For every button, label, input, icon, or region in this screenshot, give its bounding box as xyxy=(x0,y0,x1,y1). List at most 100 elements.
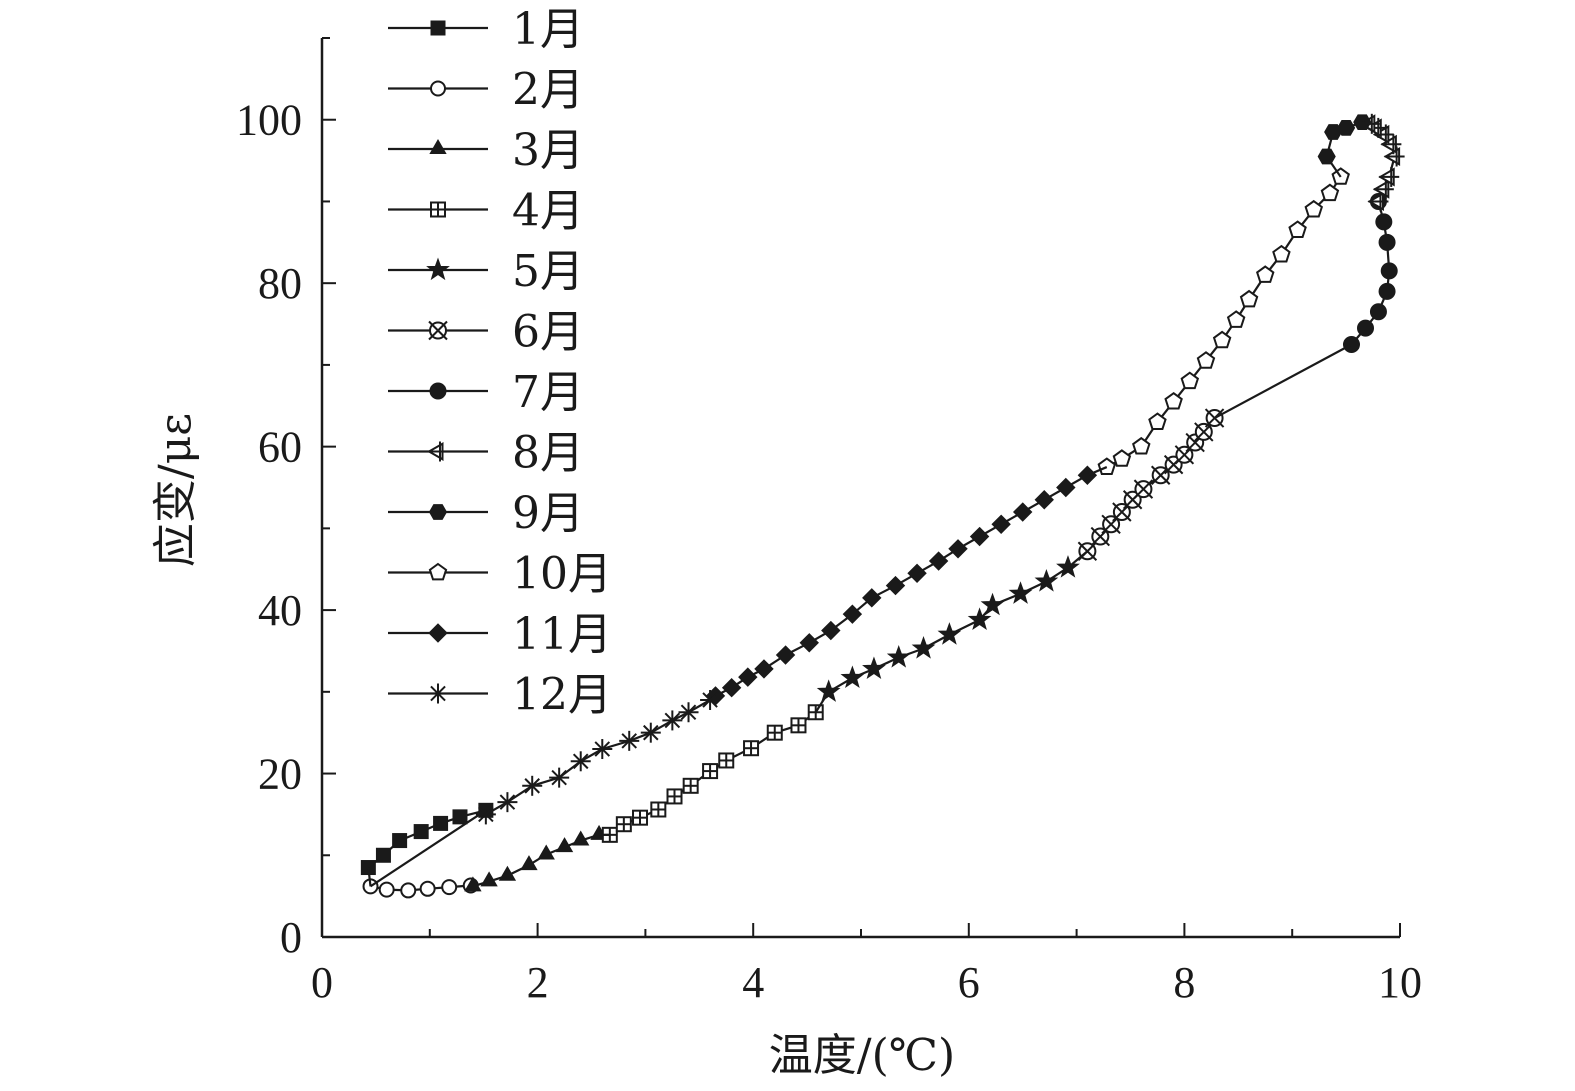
data-point xyxy=(522,775,543,796)
data-point xyxy=(682,777,699,794)
legend-item: 9月 xyxy=(388,488,584,539)
data-point xyxy=(497,792,518,813)
series-4 xyxy=(601,704,824,843)
data-point xyxy=(392,833,408,849)
data-point xyxy=(1372,179,1394,200)
x-tick-label: 8 xyxy=(1173,958,1195,1007)
data-point xyxy=(1194,422,1214,442)
series-connector xyxy=(1067,550,1089,569)
data-point xyxy=(441,879,458,896)
data-point xyxy=(1380,134,1402,155)
data-point xyxy=(702,763,719,780)
data-point xyxy=(721,678,742,698)
legend-item: 11月 xyxy=(388,609,612,660)
legend-marker xyxy=(428,320,448,341)
data-point xyxy=(1097,457,1117,475)
data-point xyxy=(666,788,683,805)
data-point xyxy=(1196,351,1216,369)
data-point xyxy=(1012,502,1033,522)
x-tick-label: 0 xyxy=(311,958,333,1007)
data-point xyxy=(754,659,774,679)
legend-label: 5月 xyxy=(512,246,584,297)
legend-marker xyxy=(428,504,448,520)
y-tick-label: 60 xyxy=(258,423,302,472)
legend-item: 10月 xyxy=(388,549,612,600)
data-point xyxy=(840,665,865,689)
data-point xyxy=(775,645,796,665)
series-connector xyxy=(1214,343,1353,420)
data-point xyxy=(378,881,395,898)
legend-item: 5月 xyxy=(388,246,584,297)
legend-marker xyxy=(430,80,446,97)
data-point xyxy=(1272,244,1291,263)
y-tick-label: 0 xyxy=(280,913,302,962)
series-connector xyxy=(1086,466,1108,477)
data-point xyxy=(475,804,496,825)
legend-label: 7月 xyxy=(512,367,584,418)
data-point xyxy=(555,837,574,853)
legend-item: 6月 xyxy=(388,307,584,358)
y-tick-label: 40 xyxy=(258,586,302,635)
data-point xyxy=(743,740,760,757)
data-point xyxy=(1304,199,1324,218)
data-point xyxy=(619,730,640,751)
legend-marker xyxy=(430,201,446,218)
data-point xyxy=(1367,191,1389,212)
data-point xyxy=(799,633,819,653)
data-point xyxy=(969,526,990,547)
data-point xyxy=(537,844,555,860)
series-connector xyxy=(1362,121,1371,125)
data-point xyxy=(1320,183,1340,202)
data-point xyxy=(1180,371,1200,390)
data-point xyxy=(419,880,436,897)
x-axis-title: 温度/(℃) xyxy=(769,1030,955,1081)
data-point xyxy=(615,816,632,833)
legend-item: 4月 xyxy=(388,186,584,237)
data-point xyxy=(1112,449,1132,467)
legend-label: 12月 xyxy=(512,670,612,721)
legend-item: 1月 xyxy=(388,4,584,55)
data-point xyxy=(1288,220,1307,238)
legend-marker xyxy=(426,257,450,281)
data-point xyxy=(592,739,613,760)
data-point xyxy=(1378,233,1396,251)
data-point xyxy=(816,679,841,702)
data-point xyxy=(991,514,1011,534)
series-8 xyxy=(1358,113,1405,212)
series-11 xyxy=(705,465,1098,706)
legend-marker xyxy=(428,623,448,643)
data-point xyxy=(1164,391,1183,410)
series-line xyxy=(1106,176,1342,469)
data-point xyxy=(480,871,498,887)
y-tick-label: 20 xyxy=(258,750,302,799)
legend-item: 2月 xyxy=(388,65,584,116)
series-10 xyxy=(1097,167,1350,475)
y-axis-title: 应变/με xyxy=(150,413,201,567)
data-point xyxy=(1133,479,1154,499)
legend-label: 10月 xyxy=(512,549,612,600)
data-point xyxy=(948,539,968,559)
data-point xyxy=(907,563,927,584)
series-layer xyxy=(360,113,1405,899)
legend-marker xyxy=(428,683,448,704)
legend-label: 11月 xyxy=(512,609,612,660)
legend-marker xyxy=(430,20,446,36)
series-5 xyxy=(816,555,1080,702)
data-point xyxy=(464,876,482,892)
data-point xyxy=(1034,490,1054,510)
legend: 1月 2月 3月 4月 5月 6月 7月 8月 9月 10月 11月 12月 xyxy=(388,4,612,721)
series-3 xyxy=(464,824,608,892)
series-connector xyxy=(1325,155,1342,178)
legend-marker xyxy=(426,441,448,462)
data-point xyxy=(433,815,449,831)
data-point xyxy=(862,588,882,608)
data-point xyxy=(1226,310,1246,328)
data-point xyxy=(1034,569,1059,592)
legend-label: 9月 xyxy=(512,488,584,539)
data-point xyxy=(967,607,992,630)
data-point xyxy=(1380,262,1398,280)
legend-label: 2月 xyxy=(512,65,584,116)
x-tick-label: 10 xyxy=(1378,958,1422,1007)
legend-label: 4月 xyxy=(512,186,584,237)
